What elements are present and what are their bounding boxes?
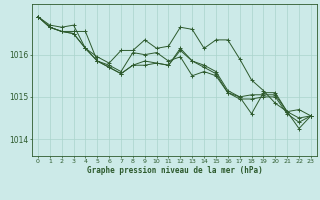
X-axis label: Graphe pression niveau de la mer (hPa): Graphe pression niveau de la mer (hPa) bbox=[86, 166, 262, 175]
